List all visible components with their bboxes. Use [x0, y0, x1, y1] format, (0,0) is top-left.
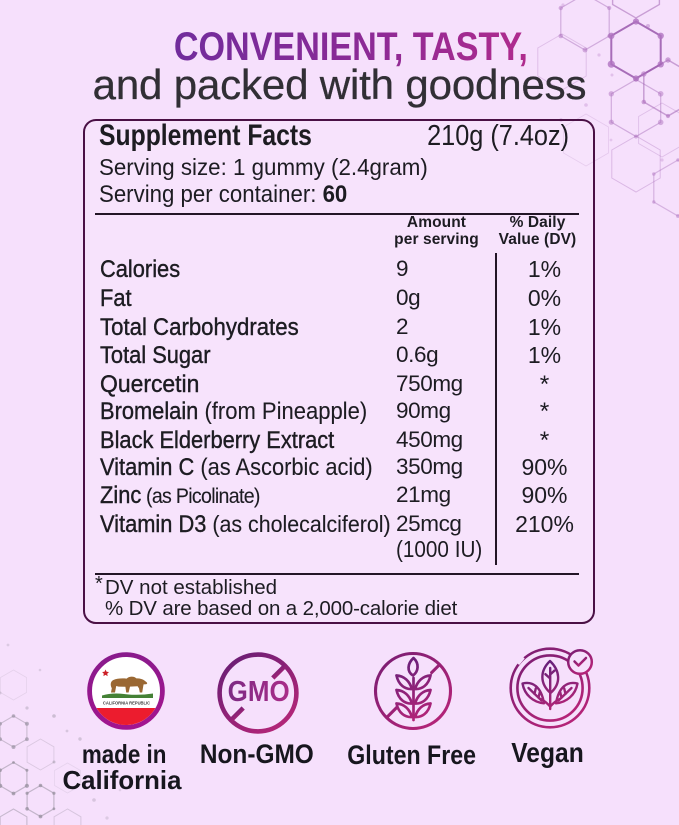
svg-text:CALIFORNIA REPUBLIC: CALIFORNIA REPUBLIC [103, 700, 150, 705]
